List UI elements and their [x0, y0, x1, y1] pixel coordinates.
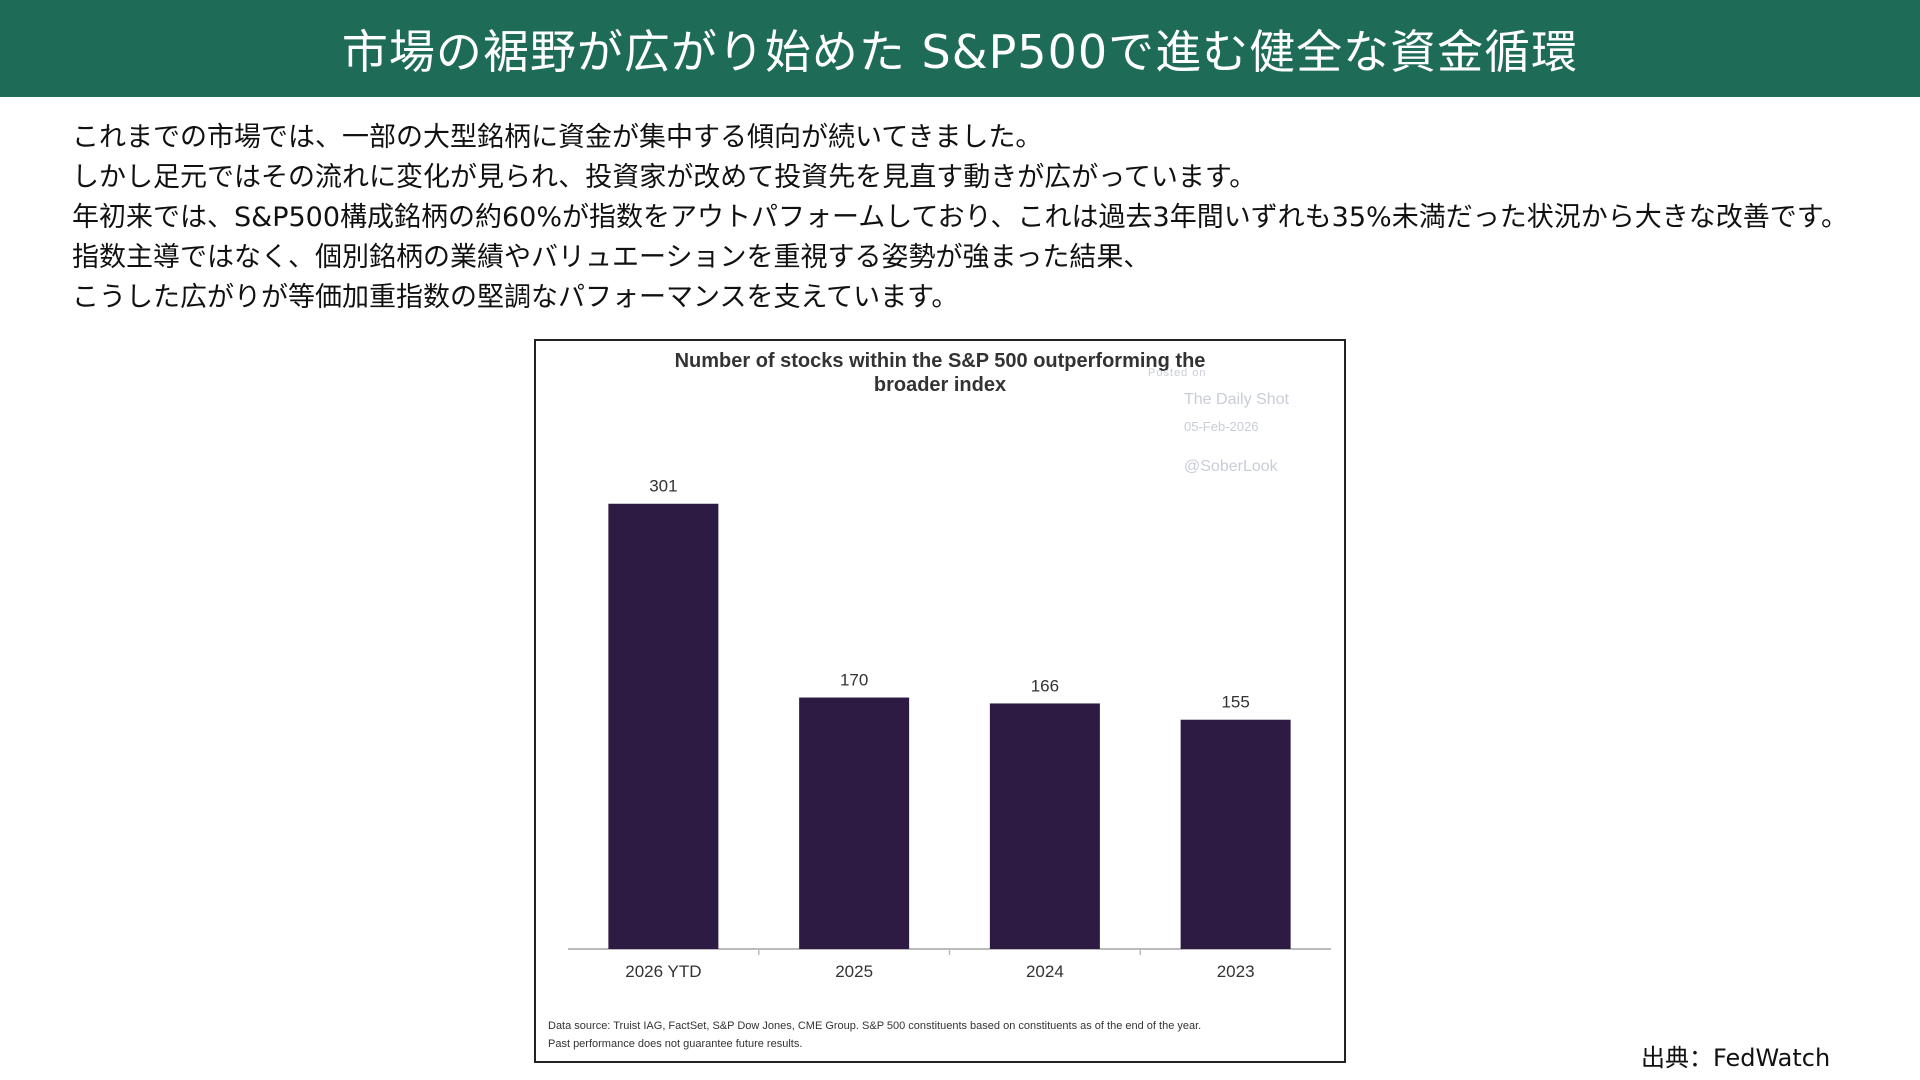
bar-2025: [799, 697, 910, 949]
paragraph-1: これまでの市場では、一部の大型銘柄に資金が集中する傾向が続いてきました。: [72, 122, 1043, 153]
watermark-handle: @SoberLook: [1184, 458, 1278, 475]
source-note: Data source: Truist IAG, FactSet, S&P Do…: [548, 1017, 1338, 1053]
paragraph-5: こうした広がりが等価加重指数の堅調なパフォーマンスを支えています。: [72, 282, 959, 313]
source-note-line-2: Past performance does not guarantee futu…: [548, 1038, 803, 1050]
chart-title-line-2: broader index: [873, 374, 1007, 396]
bar-2026-ytd: [608, 503, 719, 949]
paragraph-3: 年初来では、S&P500構成銘柄の約60%が指数をアウトパフォームしており、これ…: [72, 202, 1848, 233]
source-note-line-1: Data source: Truist IAG, FactSet, S&P Do…: [548, 1020, 1202, 1032]
x-tick-label: 2023: [1217, 962, 1255, 981]
data-label: 301: [649, 477, 677, 496]
body-text: これまでの市場では、一部の大型銘柄に資金が集中する傾向が続いてきました。 しかし…: [72, 118, 1892, 318]
chart-title: Number of stocks within the S&P 500 outp…: [536, 349, 1344, 397]
bar-2024: [989, 703, 1100, 949]
bar-chart: 301 2026 YTD 170 2025 166 2024 155 2023: [568, 477, 1331, 981]
paragraph-2: しかし足元ではその流れに変化が見られ、投資家が改めて投資先を見直す動きが広がって…: [72, 162, 1257, 193]
x-tick-label: 2024: [1026, 962, 1064, 981]
chart-frame: Number of stocks within the S&P 500 outp…: [534, 339, 1346, 1063]
data-label: 155: [1221, 693, 1249, 712]
bar-2023: [1180, 719, 1291, 949]
chart-title-line-1: Number of stocks within the S&P 500 outp…: [674, 350, 1206, 372]
data-label: 166: [1031, 676, 1059, 695]
x-tick-label: 2025: [835, 962, 873, 981]
x-tick-label: 2026 YTD: [625, 962, 701, 981]
page-title-bar: 市場の裾野が広がり始めた S&P500で進む健全な資金循環: [0, 0, 1920, 97]
data-label: 170: [840, 671, 868, 690]
page-title: 市場の裾野が広がり始めた S&P500で進む健全な資金循環: [341, 24, 1579, 79]
watermark-date: 05-Feb-2026: [1184, 419, 1259, 434]
watermark-posted: Posted on: [1148, 367, 1207, 379]
paragraph-4: 指数主導ではなく、個別銘柄の業績やバリュエーションを重視する姿勢が強まった結果、: [72, 242, 1151, 273]
watermark-source: The Daily Shot: [1184, 391, 1289, 408]
source-credit: 出典：FedWatch: [1641, 1044, 1831, 1072]
